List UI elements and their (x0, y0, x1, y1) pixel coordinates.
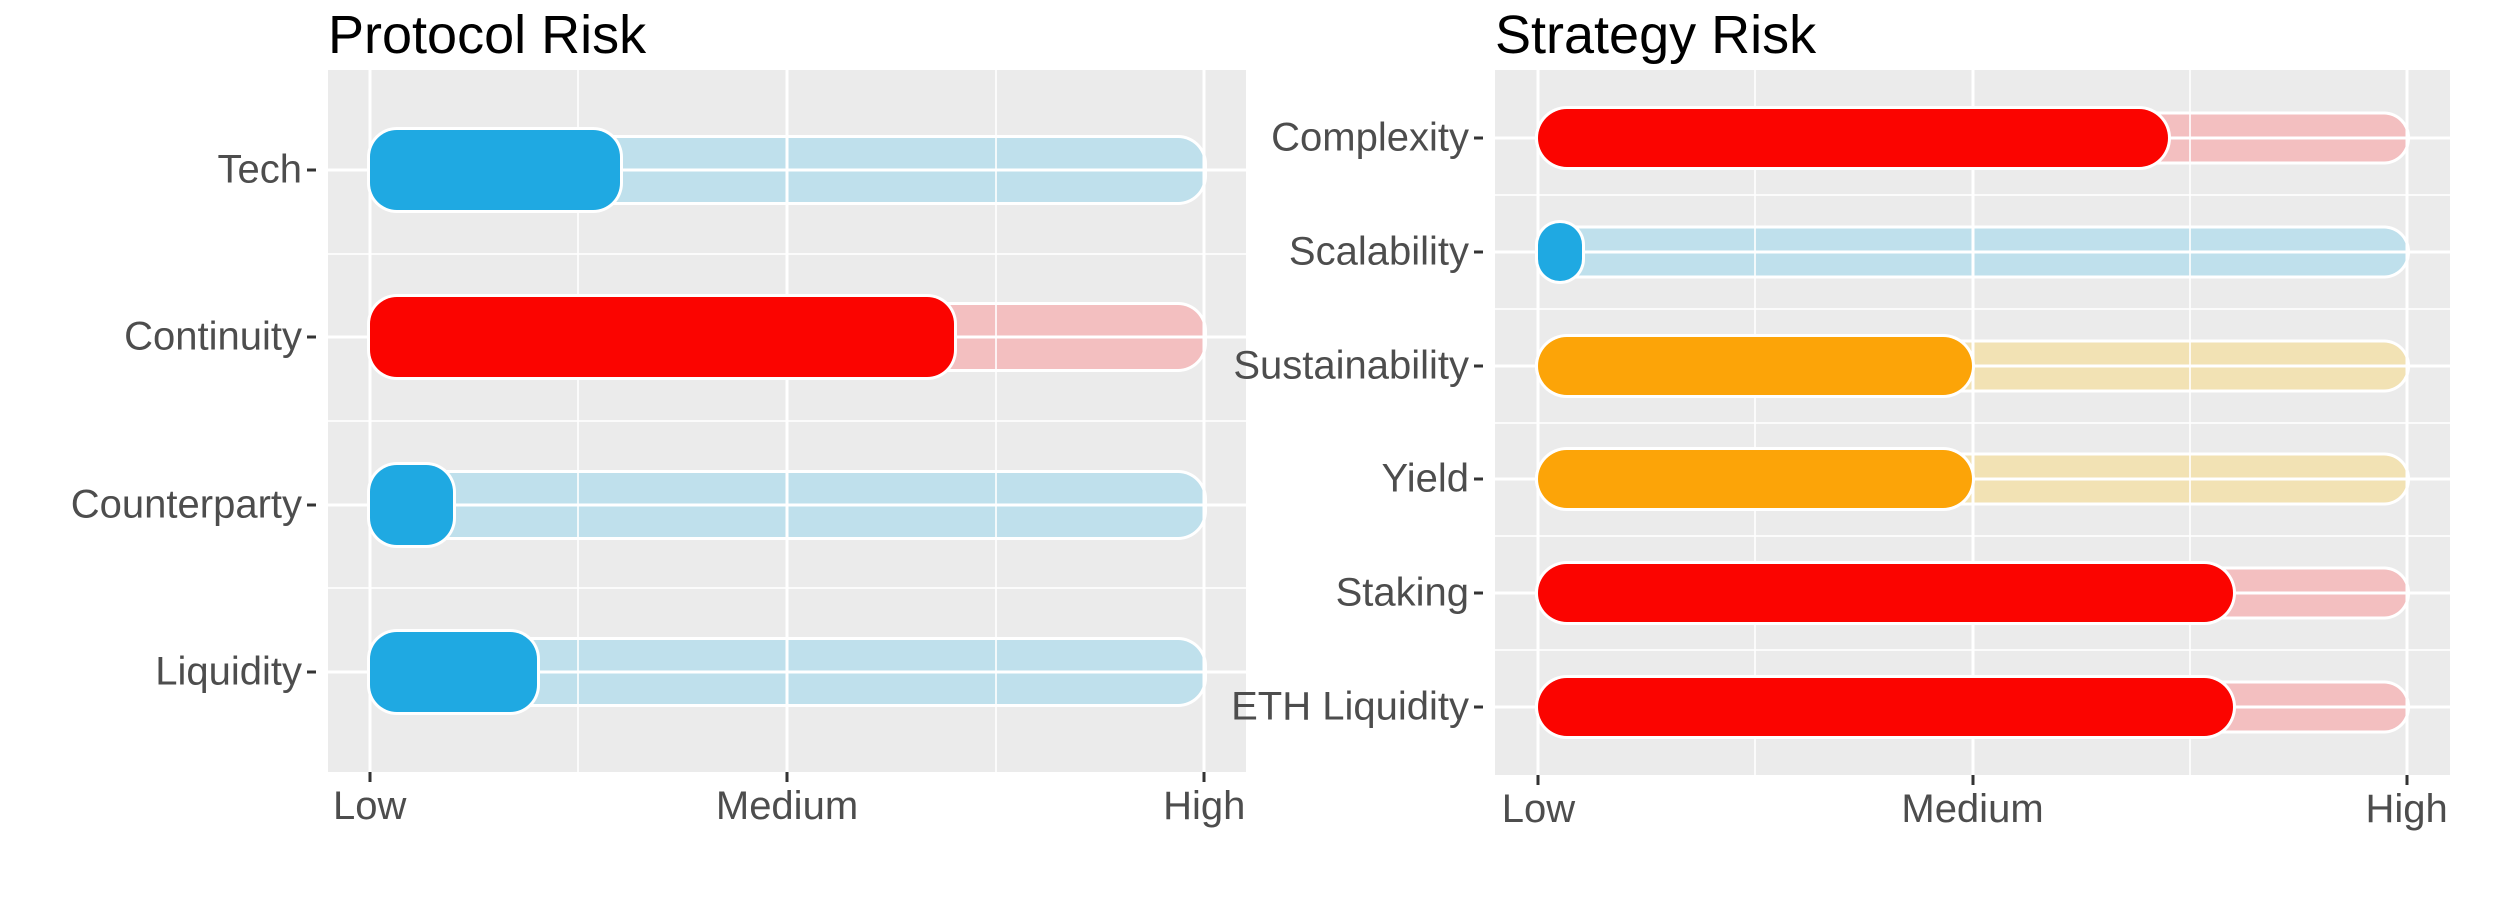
category-label: Complexity (1271, 115, 1469, 160)
risk-bar (1538, 222, 1582, 281)
y-axis-tick (1474, 591, 1483, 595)
major-gridline (1495, 250, 2450, 254)
category-label: Staking (1335, 570, 1469, 615)
minor-gridline (328, 252, 1246, 255)
category-label-row: Sustainability (1233, 343, 1483, 388)
major-gridline (328, 670, 1246, 674)
plot-panel (328, 70, 1246, 772)
category-label-row: Staking (1336, 571, 1483, 616)
category-label: Sustainability (1233, 343, 1469, 388)
category-label: Counterparty (70, 482, 302, 527)
category-label-row: Scalability (1289, 229, 1483, 274)
y-axis-labels: Complexity Scalability Sustainability Yield… (1140, 70, 1495, 775)
plot-panel (1495, 70, 2450, 775)
x-axis-label: High (2365, 787, 2448, 831)
risk-bar (369, 631, 537, 712)
risk-bar (1538, 109, 2168, 168)
risk-bar (369, 130, 621, 211)
y-axis-tick (307, 503, 316, 507)
x-axis-tick (1536, 775, 1540, 785)
minor-gridline (1495, 307, 2450, 310)
category-label: Tech (217, 147, 303, 192)
minor-gridline (328, 587, 1246, 590)
minor-gridline (1495, 535, 2450, 538)
risk-bar (1538, 450, 1973, 509)
y-axis-tick (1474, 705, 1483, 709)
category-label-row: Yield (1382, 457, 1483, 502)
x-axis-tick (368, 772, 372, 782)
category-label: Yield (1381, 456, 1469, 501)
category-label-row: Continuity (124, 315, 316, 360)
minor-gridline (1495, 421, 2450, 424)
x-axis-tick (2405, 775, 2409, 785)
major-gridline (1495, 364, 2450, 368)
category-label-row: Counterparty (71, 482, 316, 527)
chart-title: Protocol Risk (328, 5, 647, 65)
chart-title: Strategy Risk (1495, 5, 1817, 65)
y-axis-tick (307, 335, 316, 339)
y-axis-tick (307, 168, 316, 172)
category-label-row: Complexity (1271, 116, 1483, 161)
category-label-row: Liquidity (155, 649, 316, 694)
risk-bar (1538, 564, 2233, 623)
y-axis-labels: Tech Continuity Counterparty Liquidity (0, 70, 328, 772)
minor-gridline (328, 420, 1246, 422)
category-label: ETH Liquidity (1231, 684, 1469, 729)
risk-bar (1538, 677, 2233, 736)
category-label: Scalability (1288, 229, 1469, 274)
category-label-row: Tech (217, 147, 316, 193)
y-axis-tick (1474, 250, 1483, 254)
strategy-risk-chart: Strategy Risk Complexity Scalability Susta… (1140, 0, 2460, 880)
minor-gridline (1495, 194, 2450, 197)
minor-gridline (1495, 648, 2450, 651)
y-axis-tick (1474, 477, 1483, 481)
x-axis-label: Low (1501, 787, 1576, 831)
risk-bar (369, 297, 954, 378)
x-axis: Low Medium High (328, 772, 1246, 842)
major-gridline (1495, 477, 2450, 481)
x-axis-label: Low (333, 784, 407, 828)
category-label: Continuity (124, 314, 302, 359)
risk-bar (1538, 336, 1973, 395)
x-axis-tick (1971, 775, 1974, 785)
x-axis-label: Medium (1901, 787, 2044, 831)
major-gridline (328, 168, 1246, 172)
major-gridline (328, 503, 1246, 507)
x-axis-tick (1202, 772, 1206, 782)
y-axis-tick (1474, 364, 1483, 368)
risk-bar (369, 464, 454, 545)
x-axis-tick (785, 772, 789, 782)
y-axis-tick (307, 670, 316, 674)
category-label: Liquidity (155, 649, 302, 694)
x-axis-label: High (1163, 784, 1246, 828)
y-axis-tick (1474, 136, 1483, 140)
protocol-risk-chart: Protocol Risk Tech Continuity Counterparty… (0, 0, 1250, 880)
x-axis-label: Medium (715, 784, 859, 828)
x-axis: Low Medium High (1495, 775, 2450, 845)
category-label-row: ETH Liquidity (1231, 684, 1483, 729)
